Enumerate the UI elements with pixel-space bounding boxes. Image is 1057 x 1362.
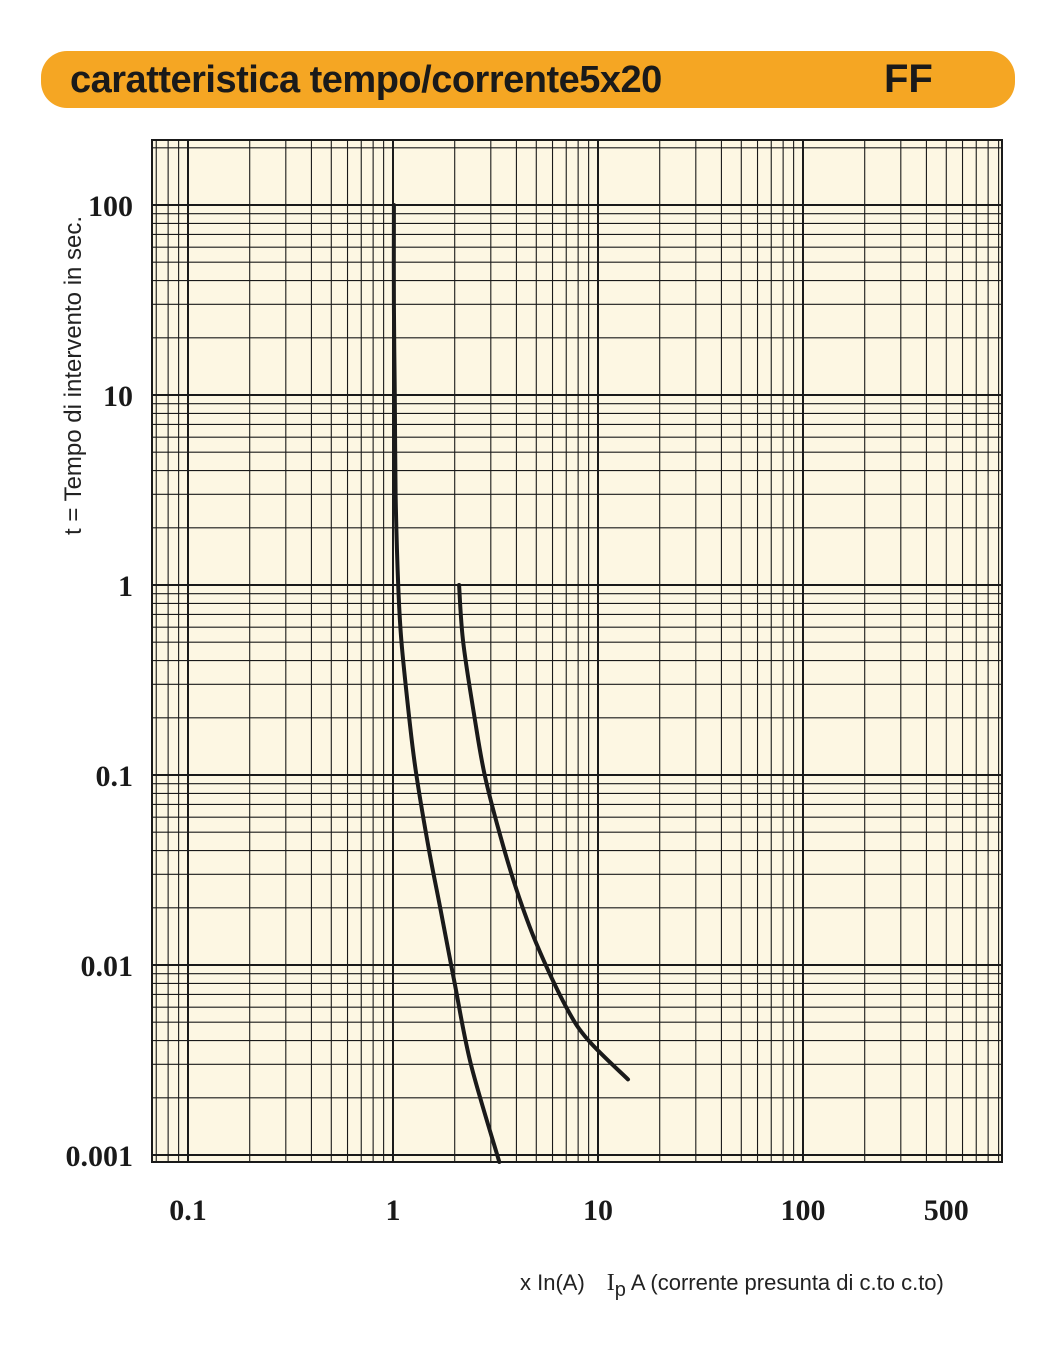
y-tick-label: 10: [103, 380, 133, 413]
x-tick-label: 100: [781, 1194, 826, 1227]
curves: [391, 203, 630, 1164]
y-tick-labels: 100 10 1 0.1 0.01 0.001: [66, 190, 134, 1173]
ip-description: A (corrente presunta di c.to c.to): [630, 1270, 944, 1295]
x-tick-label: 0.1: [169, 1194, 207, 1227]
x-tick-labels: 0.1 1 10 100 500: [169, 1194, 969, 1227]
curve-1: [391, 203, 502, 1164]
plot-area: [151, 139, 1003, 1163]
x-axis-unit: x In(A): [520, 1270, 585, 1295]
y-tick-label: 0.1: [96, 760, 134, 793]
x-tick-label: 500: [924, 1194, 969, 1227]
fuse-type-code: FF: [884, 57, 933, 101]
y-tick-label: 0.001: [66, 1140, 134, 1173]
y-tick-label: 100: [88, 190, 133, 223]
y-tick-label: 1: [118, 570, 133, 603]
title-banner: caratteristica tempo/corrente5x20 FF: [41, 51, 1015, 108]
chart-title: caratteristica tempo/corrente5x20: [70, 59, 662, 101]
curve-2: [457, 583, 630, 1082]
y-tick-label: 0.01: [81, 950, 134, 983]
x-tick-label: 1: [386, 1194, 401, 1227]
x-tick-label: 10: [583, 1194, 613, 1227]
x-axis-label: x In(A) Ip A (corrente presunta di c.to c…: [520, 1270, 944, 1302]
ip-symbol: Ip: [606, 1270, 626, 1301]
